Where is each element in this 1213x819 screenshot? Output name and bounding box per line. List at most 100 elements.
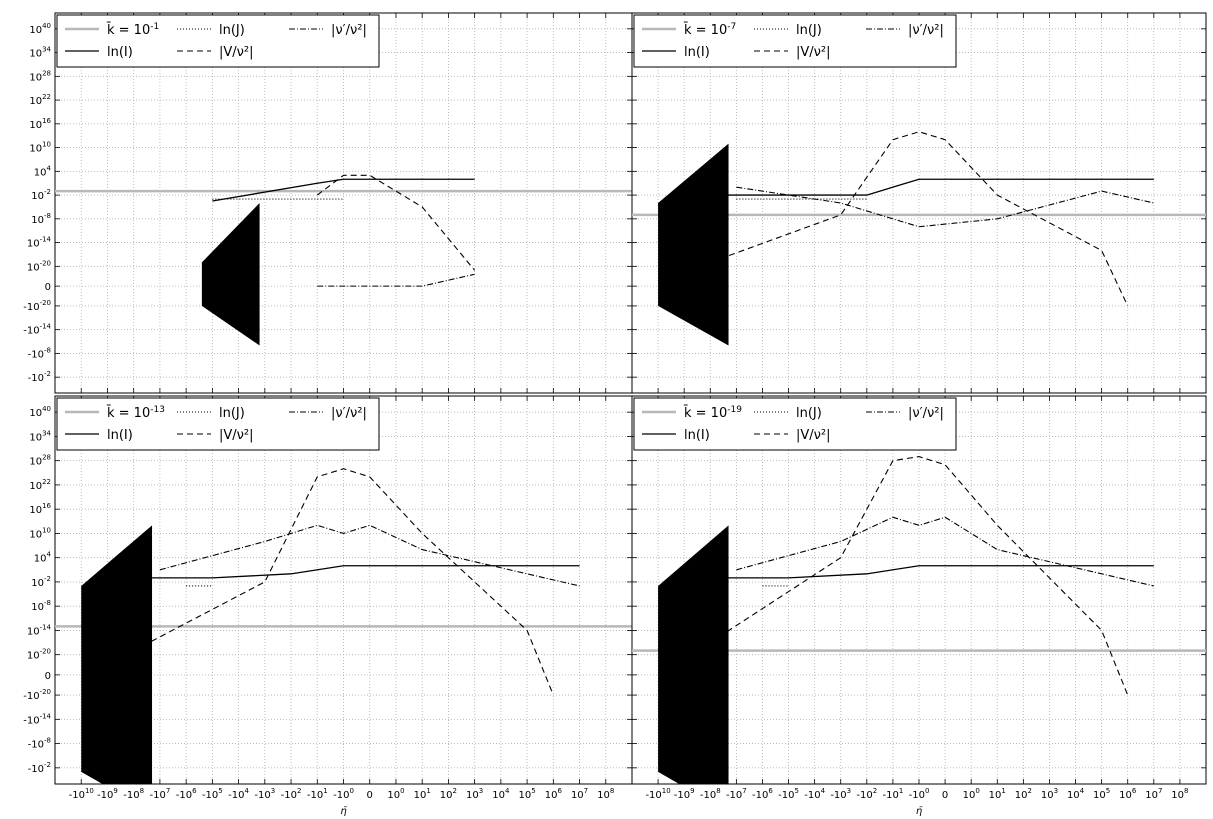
x-tick-label: 103: [1041, 787, 1058, 801]
legend-box: [56, 397, 380, 451]
legend-label: ln(J): [219, 23, 245, 38]
x-tick-label: 0: [942, 790, 948, 801]
x-tick-label: -101: [307, 787, 328, 801]
x-tick-label: -105: [778, 787, 799, 801]
legend-label: ln(J): [219, 406, 245, 421]
legend: k̄ = 10-13 ln(I) ln(J) |V/ν²| |ν′/ν²|: [56, 397, 380, 451]
y-tick-label: 1022: [29, 478, 51, 492]
y-tick-label: -10-14: [23, 712, 51, 726]
y-tick-label: 10-20: [27, 259, 51, 273]
legend-label: |V/ν²|: [796, 428, 831, 443]
series-line-: [317, 273, 475, 287]
x-tick-label: 106: [1119, 787, 1137, 801]
legend-label: k̄ = 10-7: [683, 22, 736, 38]
x-tick-label: 100: [387, 787, 404, 801]
series-line-: [736, 516, 1154, 587]
series-line-lni: [684, 565, 1154, 579]
x-tick-label: 107: [571, 787, 588, 801]
legend-label: k̄ = 10-19: [683, 405, 742, 421]
oscillation-region: [81, 525, 153, 784]
series-line-v: [710, 131, 1129, 307]
y-tick-label: -10-20: [23, 299, 51, 313]
legend-box: [633, 14, 957, 68]
y-tick-label: 104: [34, 551, 52, 565]
x-tick-label: -106: [176, 787, 197, 801]
x-tick-label: -104: [228, 787, 249, 801]
legend: k̄ = 10-7 ln(I) ln(J) |V/ν²| |ν′/ν²|: [633, 14, 957, 68]
plot-area: [55, 468, 632, 784]
plot-area: [55, 174, 632, 346]
x-tick-label: -108: [700, 787, 721, 801]
x-tick-label: 100: [963, 787, 980, 801]
legend-label: k̄ = 10-13: [106, 405, 165, 421]
series-line-lni: [107, 565, 580, 579]
legend-label: |ν′/ν²|: [908, 406, 944, 421]
axes-frame: [631, 395, 1207, 785]
legend-label: ln(I): [107, 428, 133, 443]
y-tick-label: 10-14: [27, 623, 52, 637]
axes-frame: [631, 12, 1207, 394]
y-tick-label: -10-8: [28, 737, 51, 751]
y-tick-label: -10-20: [23, 688, 51, 702]
x-tick-label: 108: [597, 787, 614, 801]
x-tick-label: -109: [674, 787, 695, 801]
y-tick-label: 1034: [29, 429, 51, 443]
x-tick-label: -107: [150, 787, 171, 801]
x-tick-label: -101: [883, 787, 904, 801]
y-tick-label: -10-2: [28, 370, 51, 384]
x-tick-label: -103: [830, 787, 851, 801]
y-tick-label: 10-2: [31, 188, 51, 202]
y-tick-label: 0: [45, 282, 51, 293]
legend-box: [56, 14, 380, 68]
legend: k̄ = 10-19 ln(I) ln(J) |V/ν²| |ν′/ν²|: [633, 397, 957, 451]
x-tick-label: 102: [1015, 787, 1032, 801]
x-tick-label: 101: [989, 787, 1006, 801]
x-tick-label: -106: [752, 787, 773, 801]
y-tick-label: -10-14: [23, 323, 51, 337]
y-tick-label: -10-8: [28, 346, 51, 360]
legend-label: |ν′/ν²|: [908, 23, 944, 38]
y-tick-label: 1028: [29, 454, 51, 468]
x-tick-label: 101: [414, 787, 431, 801]
oscillation-region: [658, 143, 729, 346]
oscillation-region: [201, 203, 260, 346]
legend-label: ln(J): [796, 406, 822, 421]
legend-box: [633, 397, 957, 451]
legend-label: ln(J): [796, 23, 822, 38]
x-tick-label: 107: [1145, 787, 1162, 801]
y-tick-label: 10-14: [27, 236, 52, 250]
plot-area: [632, 456, 1206, 784]
x-tick-label: -105: [202, 787, 223, 801]
x-tick-label: 108: [1171, 787, 1188, 801]
y-tick-label: 10-20: [27, 648, 51, 662]
y-tick-label: 1022: [29, 93, 51, 107]
y-tick-label: 1010: [29, 526, 51, 540]
y-tick-label: 1016: [29, 117, 51, 131]
y-tick-label: 10-8: [31, 212, 51, 226]
x-axis-label: η̄: [916, 806, 923, 817]
oscillation-region: [658, 525, 729, 784]
plot-area: [632, 131, 1206, 346]
x-tick-label: -107: [726, 787, 747, 801]
legend-label: ln(I): [684, 45, 710, 60]
y-tick-label: 1040: [29, 22, 51, 36]
legend-label: |V/ν²|: [796, 45, 831, 60]
x-tick-label: 106: [545, 787, 563, 801]
x-tick-label: 104: [1067, 787, 1085, 801]
y-tick-label: 1010: [29, 141, 51, 155]
panel-top-right: k̄ = 10-7 ln(I) ln(J) |V/ν²| |ν′/ν²|: [631, 12, 1207, 394]
y-tick-label: 1016: [29, 502, 51, 516]
panel-bottom-left: 10401034102810221016101010410-210-810-14…: [23, 395, 633, 817]
x-tick-label: -109: [97, 787, 118, 801]
series-line-lni: [684, 178, 1154, 196]
series-line-lni: [212, 178, 475, 202]
legend-label: ln(I): [107, 45, 133, 60]
x-tick-label: 0: [367, 790, 373, 801]
x-tick-label: 102: [440, 787, 457, 801]
legend-label: k̄ = 10-1: [106, 22, 159, 38]
x-tick-label: -102: [281, 787, 302, 801]
x-tick-label: -1010: [645, 787, 670, 801]
y-tick-label: 0: [45, 671, 51, 682]
x-tick-label: 103: [466, 787, 483, 801]
